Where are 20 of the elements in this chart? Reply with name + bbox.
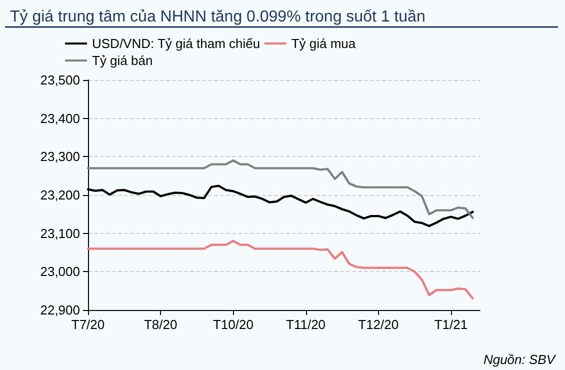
line-series <box>86 240 474 300</box>
line-series <box>86 159 474 220</box>
y-tick-label: 23,100 <box>40 226 80 241</box>
chart-title: Tỷ giá trung tâm của NHNN tăng 0.099% trong suốt 1 tuần <box>10 8 426 26</box>
legend-label: Tỷ giá mua <box>291 36 356 51</box>
x-tick-label: T7/20 <box>71 317 105 332</box>
x-tick-label: T11/20 <box>286 317 326 332</box>
y-tick-label: 23,500 <box>40 72 80 88</box>
x-tick-label: T10/20 <box>212 317 254 332</box>
y-tick-label: 23,200 <box>40 188 80 202</box>
y-tick-label: 22,900 <box>40 302 80 318</box>
legend-label: USD/VND: Tỷ giá tham chiếu <box>92 36 260 51</box>
x-tick-label: T12/20 <box>358 317 399 332</box>
y-tick-label: 23,400 <box>40 110 80 126</box>
x-tick-label: T1/21 <box>434 317 468 332</box>
y-tick-label: 23,000 <box>40 264 80 280</box>
x-tick-label: T8/20 <box>144 317 178 332</box>
legend-label: Tỷ giá bán <box>92 53 153 68</box>
text: Nguồn: SBV <box>483 352 556 367</box>
y-tick-label: 23,300 <box>40 149 80 164</box>
